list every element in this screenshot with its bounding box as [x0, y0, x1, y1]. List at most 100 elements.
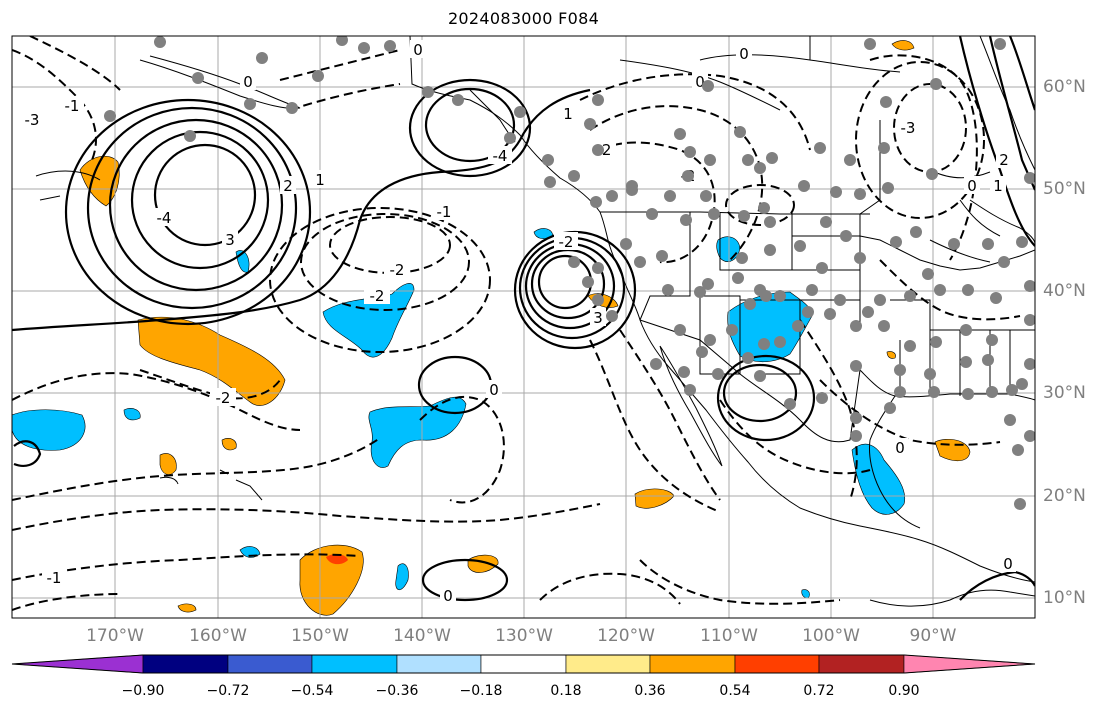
svg-text:-4: -4 — [493, 147, 508, 165]
colorbar-swatch — [311, 654, 398, 674]
map-frame — [11, 35, 1036, 619]
svg-text:3: 3 — [593, 309, 603, 327]
svg-text:-2: -2 — [390, 261, 405, 279]
colorbar-tick-label: −0.54 — [290, 683, 334, 699]
svg-text:-1: -1 — [65, 97, 80, 115]
colorbar-tick-label: 0.90 — [888, 683, 920, 699]
svg-text:2: 2 — [999, 151, 1009, 169]
contour-label: -4 — [488, 146, 512, 165]
contour-label: -1 — [42, 568, 66, 587]
latitude-label: 20°N — [1043, 486, 1086, 506]
contour-label: 1 — [990, 176, 1006, 195]
contour-label: -2 — [210, 388, 236, 407]
svg-text:0: 0 — [895, 439, 905, 457]
contour-label: 1 — [312, 170, 328, 189]
colorbar-tick-label: −0.90 — [121, 683, 165, 699]
longitude-label: 140°W — [393, 626, 451, 646]
svg-text:2: 2 — [283, 177, 293, 195]
negative-anomaly-areas — [12, 228, 906, 599]
contour-label: 2 — [280, 176, 296, 195]
contour-label: 1 — [560, 104, 576, 123]
colorbar-swatch — [734, 654, 820, 674]
contour-label: -3 — [20, 110, 44, 129]
contour-label: 2 — [996, 150, 1012, 169]
longitude-label: 120°W — [597, 626, 655, 646]
colorbar-swatch — [480, 654, 567, 674]
svg-text:1: 1 — [993, 177, 1003, 195]
contour-label: 0 — [440, 586, 456, 605]
svg-text:0: 0 — [243, 73, 253, 91]
contour-label: 0 — [892, 438, 908, 457]
contour-label: -2 — [364, 286, 390, 305]
svg-text:3: 3 — [225, 231, 235, 249]
svg-text:1: 1 — [315, 171, 325, 189]
colorbar-swatch — [227, 654, 313, 674]
map-area: 0 0 0 0 0 0 0 0 0 -1 -1 -1 -2 -2 -2 -2 -… — [12, 36, 1035, 618]
longitude-label: 130°W — [495, 626, 553, 646]
svg-text:0: 0 — [413, 41, 423, 59]
contour-label: 0 — [240, 72, 256, 91]
svg-text:0: 0 — [967, 177, 977, 195]
colorbar-swatch — [818, 654, 905, 674]
graticule — [12, 36, 1035, 618]
contour-label: 0 — [486, 380, 502, 399]
colorbar-swatch — [396, 654, 482, 674]
svg-text:-1: -1 — [437, 203, 452, 221]
latitude-label: 10°N — [1043, 588, 1086, 608]
longitude-label: 100°W — [802, 626, 860, 646]
svg-text:0: 0 — [739, 45, 749, 63]
contour-labels: 0 0 0 0 0 0 0 0 0 -1 -1 -1 -2 -2 -2 -2 -… — [20, 40, 1016, 605]
colorbar-tick-label: 0.72 — [803, 683, 835, 699]
latitude-label: 40°N — [1043, 281, 1086, 301]
contour-label: -3 — [896, 118, 920, 137]
colorbar-tick-label: 0.36 — [634, 683, 666, 699]
colorbar — [11, 654, 1036, 674]
latitude-label: 60°N — [1043, 77, 1086, 97]
longitude-label: 110°W — [700, 626, 758, 646]
contour-label: -1 — [434, 202, 454, 221]
strong-positive-anomaly-areas — [326, 554, 348, 565]
longitude-label: 160°W — [189, 626, 247, 646]
contour-label: 3 — [222, 230, 238, 249]
svg-text:0: 0 — [695, 73, 705, 91]
contour-label: -2 — [384, 260, 410, 279]
svg-text:-1: -1 — [47, 569, 62, 587]
coastlines-and-borders — [35, 36, 1035, 607]
svg-text:-4: -4 — [157, 209, 172, 227]
contour-label: 3 — [590, 308, 606, 327]
svg-text:-2: -2 — [216, 389, 231, 407]
colorbar-swatch — [142, 654, 229, 674]
map-title: 2024083000 F084 — [447, 9, 600, 28]
longitude-label: 90°W — [909, 626, 957, 646]
colorbar-swatch — [903, 654, 1036, 674]
svg-text:-3: -3 — [901, 119, 916, 137]
colorbar-tick-label: 0.54 — [719, 683, 751, 699]
svg-text:1: 1 — [563, 105, 573, 123]
contour-label: 0 — [736, 44, 752, 63]
colorbar-tick-label: −0.72 — [206, 683, 250, 699]
latitude-label: 50°N — [1043, 179, 1086, 199]
colorbar-tick-label: −0.36 — [375, 683, 419, 699]
contour-label: -2 — [554, 232, 578, 251]
svg-text:0: 0 — [443, 587, 453, 605]
negative-contours — [12, 36, 1021, 611]
latitude-label: 30°N — [1043, 383, 1086, 403]
svg-text:-3: -3 — [25, 111, 40, 129]
colorbar-swatch — [565, 654, 651, 674]
colorbar-swatch — [649, 654, 736, 674]
svg-text:-2: -2 — [370, 287, 385, 305]
svg-text:-2: -2 — [559, 233, 574, 251]
contour-label: -4 — [152, 208, 176, 227]
colorbar-swatch — [11, 654, 144, 674]
station-markers — [104, 36, 1035, 510]
colorbar-tick-label: −0.18 — [459, 683, 503, 699]
longitude-label: 170°W — [86, 626, 144, 646]
colorbar-tick-label: 0.18 — [550, 683, 582, 699]
contour-label: 0 — [410, 40, 426, 59]
contour-label: 0 — [964, 176, 980, 195]
longitude-label: 150°W — [291, 626, 349, 646]
contour-label: 0 — [1000, 554, 1016, 573]
svg-text:0: 0 — [489, 381, 499, 399]
svg-text:0: 0 — [1003, 555, 1013, 573]
